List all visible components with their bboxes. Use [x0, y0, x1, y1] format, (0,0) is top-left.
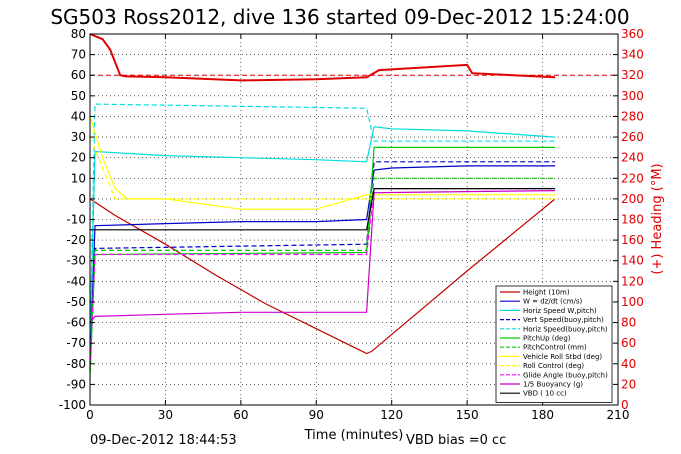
y-right-tick-label: 160: [621, 233, 644, 247]
y-tick-label: -100: [59, 398, 86, 412]
y-tick-label: 0: [78, 192, 86, 206]
y-tick-label: -90: [66, 377, 86, 391]
legend-label: Glide Angle (buoy,pitch): [523, 371, 608, 379]
series-line-1: [89, 165, 556, 364]
y-right-tick-label: 220: [621, 171, 644, 185]
series-line-6: [89, 177, 556, 381]
y-right-tick-label: 200: [621, 192, 644, 206]
series-line-10: [89, 190, 556, 323]
series-line-9: [89, 188, 556, 368]
x-tick-label: 120: [380, 408, 403, 422]
series-line-2: [89, 126, 556, 344]
y-right-tick-label: 0: [621, 398, 629, 412]
chart-title: SG503 Ross2012, dive 136 started 09-Dec-…: [50, 5, 629, 29]
y-right-tick-label: 140: [621, 254, 644, 268]
legend-label: Roll Control (deg): [523, 362, 584, 370]
y-tick-label: -40: [66, 274, 86, 288]
y-right-tick-label: 40: [621, 357, 636, 371]
y-right-tick-label: 120: [621, 274, 644, 288]
series-line-7: [89, 116, 556, 210]
y-tick-label: 30: [71, 130, 86, 144]
legend-label: W = dz/dt (cm/s): [523, 298, 583, 306]
y-tick-label: -30: [66, 254, 86, 268]
ticks-group: 0 30 60 90 120 150 180 210-100-90-80-70-60-50-4…: [59, 27, 644, 422]
y-tick-label: -70: [66, 336, 86, 350]
series-line-4: [89, 103, 556, 344]
x-tick-label: 150: [456, 408, 479, 422]
y-tick-label: -10: [66, 213, 86, 227]
y-right-tick-label: 80: [621, 316, 636, 330]
y-tick-label: 20: [71, 151, 86, 165]
legend-label: Vehicle Roll Stbd (deg): [523, 353, 602, 361]
x-tick-label: 90: [309, 408, 324, 422]
legend-label: VBD ( 10 cc): [523, 390, 567, 398]
y-tick-label: -50: [66, 295, 86, 309]
legend-label: PitchUp (deg): [523, 335, 571, 343]
x-tick-label: 0: [86, 408, 94, 422]
legend-label: PitchControl (mm): [523, 344, 587, 352]
y-right-tick-label: 180: [621, 213, 644, 227]
x-tick-label: 30: [158, 408, 173, 422]
legend-label: Vert Speed(buoy,pitch): [523, 316, 604, 324]
y-tick-label: 70: [71, 48, 86, 62]
y-axis-right-label: (+) Heading (°M): [650, 163, 665, 274]
x-tick-label: 210: [607, 408, 630, 422]
footer-right: VBD bias =0 cc: [406, 433, 506, 448]
y-right-tick-label: 280: [621, 109, 644, 123]
legend-box: [495, 285, 613, 403]
y-right-tick-label: 340: [621, 48, 644, 62]
x-tick-label: 60: [233, 408, 248, 422]
x-axis-label: Time (minutes): [304, 428, 404, 443]
legend-label: Horiz Speed W,pitch): [523, 307, 597, 315]
y-tick-label: 50: [71, 89, 86, 103]
series-line-0: [89, 198, 556, 355]
y-right-tick-label: 240: [621, 151, 644, 165]
legend-label: Horiz Speed(buoy,pitch): [523, 325, 608, 333]
series-line-12: [89, 33, 556, 82]
series-line-8: [89, 136, 556, 200]
y-right-tick-label: 260: [621, 130, 644, 144]
y-tick-label: -80: [66, 357, 86, 371]
y-tick-label: -60: [66, 316, 86, 330]
y-tick-label: 40: [71, 109, 86, 123]
y-right-tick-label: 360: [621, 27, 644, 41]
y-tick-label: -20: [66, 233, 86, 247]
footer-left: 09-Dec-2012 18:44:53: [90, 433, 237, 448]
legend: Height (10m)W = dz/dt (cm/s)Horiz Speed …: [495, 285, 613, 403]
y-right-tick-label: 100: [621, 295, 644, 309]
series-group: [89, 33, 618, 381]
y-tick-label: 80: [71, 27, 86, 41]
series-line-11: [90, 188, 556, 231]
y-tick-label: 60: [71, 68, 86, 82]
legend-label: 1/5 Buoyancy (g): [523, 381, 583, 389]
y-right-tick-label: 320: [621, 68, 644, 82]
legend-label: Height (10m): [523, 289, 570, 297]
x-tick-label: 180: [531, 408, 554, 422]
y-tick-label: 10: [71, 171, 86, 185]
y-right-tick-label: 20: [621, 377, 636, 391]
y-right-tick-label: 300: [621, 89, 644, 103]
y-right-tick-label: 60: [621, 336, 636, 350]
